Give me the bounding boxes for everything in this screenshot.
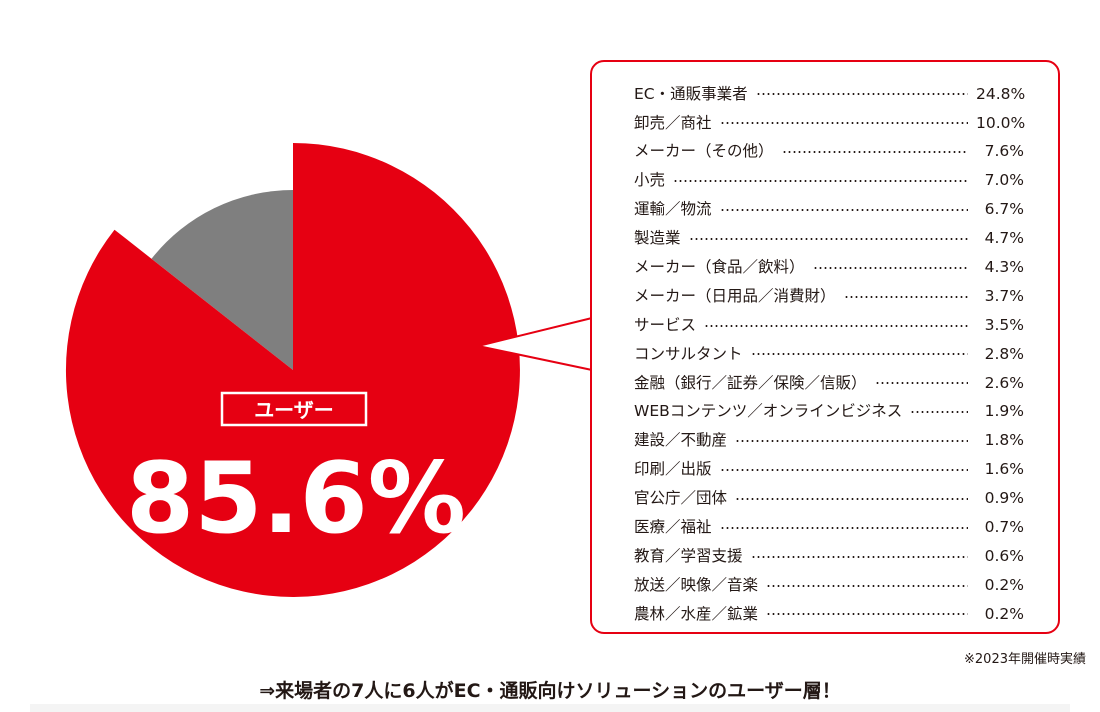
breakdown-row: 建設／不動産 1.8% [634,427,1024,456]
breakdown-value: 7.0% [984,171,1024,190]
breakdown-value: 0.9% [984,489,1024,508]
dot-leader [766,613,968,616]
breakdown-value: 6.7% [984,200,1024,219]
breakdown-row: EC・通販事業者 24.8% [634,80,1026,109]
breakdown-value: 0.6% [984,546,1024,565]
breakdown-value: 3.7% [984,286,1024,305]
pie-slice-user [65,143,520,597]
breakdown-label: メーカー（食品／飲料） [634,258,805,277]
breakdown-label: 建設／不動産 [634,431,728,450]
breakdown-value: 0.7% [984,518,1024,537]
breakdown-value: 4.7% [984,229,1024,248]
breakdown-row: メーカー（日用品／消費財） 3.7% [634,282,1024,311]
user-label-box [220,391,368,427]
dot-leader [735,440,968,443]
breakdown-row: メーカー（その他） 7.6% [634,138,1024,167]
breakdown-row: 教育／学習支援 0.6% [634,542,1024,571]
bottom-band [30,704,1070,712]
breakdown-row: 卸売／商社 10.0% [634,109,1026,138]
breakdown-list: EC・通販事業者 24.8% 卸売／商社 10.0% メーカー（その他） 7.6% 小売 7.… [634,80,1026,629]
dot-leader [673,180,968,183]
callout-pointer [477,317,593,371]
summary-caption: ⇒来場者の7人に6人がEC・通販向けソリューションのユーザー層！ [259,680,841,702]
dot-leader [755,93,968,96]
breakdown-box: EC・通販事業者 24.8% 卸売／商社 10.0% メーカー（その他） 7.6% 小売 7.… [590,60,1060,634]
breakdown-label: 卸売／商社 [634,113,712,132]
breakdown-label: 官公庁／団体 [634,489,728,508]
breakdown-value: 0.2% [984,604,1024,623]
breakdown-label: メーカー（その他） [634,142,774,161]
dot-leader [704,324,968,327]
breakdown-row: 小売 7.0% [634,167,1024,196]
breakdown-row: メーカー（食品／飲料） 4.3% [634,253,1024,282]
dot-leader [766,584,968,587]
dot-leader [719,122,968,125]
breakdown-row: 印刷／出版 1.6% [634,456,1024,485]
breakdown-label: WEBコンテンツ／オンラインビジネス [634,402,903,421]
breakdown-label: 教育／学習支援 [634,546,743,565]
dot-leader [781,151,968,154]
dot-leader [719,209,968,211]
breakdown-value: 2.8% [984,344,1024,363]
breakdown-label: コンサルタント [634,344,743,363]
breakdown-value: 10.0% [976,113,1026,132]
breakdown-value: 0.2% [984,575,1024,594]
breakdown-label: 農林／水産／鉱業 [634,604,759,623]
dot-leader [750,353,968,356]
dot-leader [719,526,968,529]
user-callout: ユーザー 85.6% [126,391,466,556]
breakdown-row: 金融（銀行／証券／保険／信販） 2.6% [634,369,1024,398]
breakdown-label: 印刷／出版 [634,460,712,479]
breakdown-row: 放送／映像／音楽 0.2% [634,571,1024,600]
breakdown-row: 医療／福祉 0.7% [634,513,1024,542]
breakdown-value: 3.5% [984,315,1024,334]
breakdown-value: 4.3% [984,258,1024,277]
dot-leader [688,237,968,240]
dot-leader [719,469,968,472]
breakdown-row: コンサルタント 2.8% [634,340,1024,369]
breakdown-row: WEBコンテンツ／オンラインビジネス 1.9% [634,398,1024,427]
breakdown-value: 7.6% [984,142,1024,161]
breakdown-row: サービス 3.5% [634,311,1024,340]
dot-leader [812,266,968,269]
breakdown-label: 医療／福祉 [634,518,712,537]
breakdown-label: 運輸／物流 [634,200,712,219]
breakdown-label: 製造業 [634,229,681,248]
breakdown-value: 1.6% [984,460,1024,479]
dot-leader [843,295,968,298]
pie-slice-other [151,190,293,370]
breakdown-value: 24.8% [976,84,1026,103]
breakdown-label: サービス [634,315,697,334]
breakdown-label: EC・通販事業者 [634,84,748,103]
breakdown-value: 1.9% [984,402,1024,421]
user-label: ユーザー [254,398,334,422]
breakdown-row: 運輸／物流 6.7% [634,196,1024,225]
footnote: ※2023年開催時実績 [964,652,1086,667]
breakdown-label: 放送／映像／音楽 [634,575,759,594]
user-percentage: 85.6% [126,442,466,556]
breakdown-row: 農林／水産／鉱業 0.2% [634,600,1024,629]
breakdown-label: 金融（銀行／証券／保険／信販） [634,373,867,392]
dot-leader [750,555,968,558]
dot-leader [735,497,968,500]
breakdown-label: メーカー（日用品／消費財） [634,286,836,305]
breakdown-row: 官公庁／団体 0.9% [634,484,1024,513]
dot-leader [874,382,968,385]
dot-leader [910,411,968,414]
breakdown-row: 製造業 4.7% [634,224,1024,253]
breakdown-value: 1.8% [984,431,1024,450]
breakdown-value: 2.6% [984,373,1024,392]
breakdown-label: 小売 [634,171,666,190]
